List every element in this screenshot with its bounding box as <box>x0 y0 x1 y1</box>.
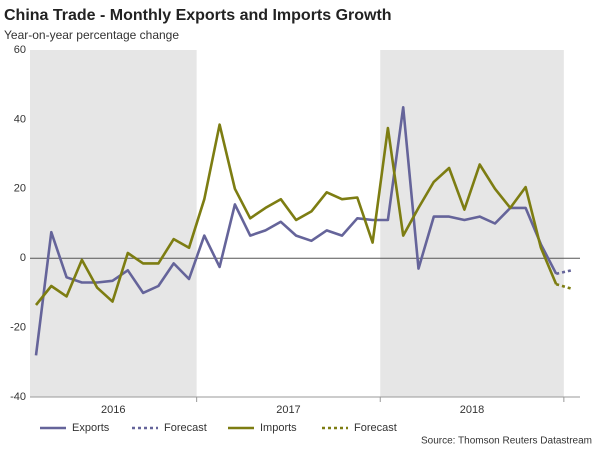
year-band <box>380 50 564 397</box>
y-tick-label: 60 <box>14 44 26 56</box>
legend-label: Forecast <box>354 422 397 434</box>
source: Source: Thomson Reuters Datastream <box>421 436 592 447</box>
x-tick-label: 2018 <box>460 404 484 416</box>
series-line <box>555 269 572 276</box>
y-tick-label: -20 <box>10 322 26 334</box>
legend-label: Exports <box>72 422 110 434</box>
x-tick-label: 2016 <box>101 404 125 416</box>
y-tick-label: -40 <box>10 391 26 403</box>
series-line <box>34 106 558 356</box>
series-line <box>34 123 558 306</box>
legend-label: Forecast <box>164 422 207 434</box>
legend-label: Imports <box>260 422 297 434</box>
y-tick-label: 20 <box>14 183 26 195</box>
chart-title: China Trade - Monthly Exports and Import… <box>4 7 392 24</box>
year-band <box>30 50 197 397</box>
y-tick-label: 0 <box>20 252 26 264</box>
series-line <box>555 282 572 290</box>
x-tick-label: 2017 <box>276 404 300 416</box>
chart-subtitle: Year-on-year percentage change <box>4 28 179 42</box>
y-tick-label: 40 <box>14 113 26 125</box>
